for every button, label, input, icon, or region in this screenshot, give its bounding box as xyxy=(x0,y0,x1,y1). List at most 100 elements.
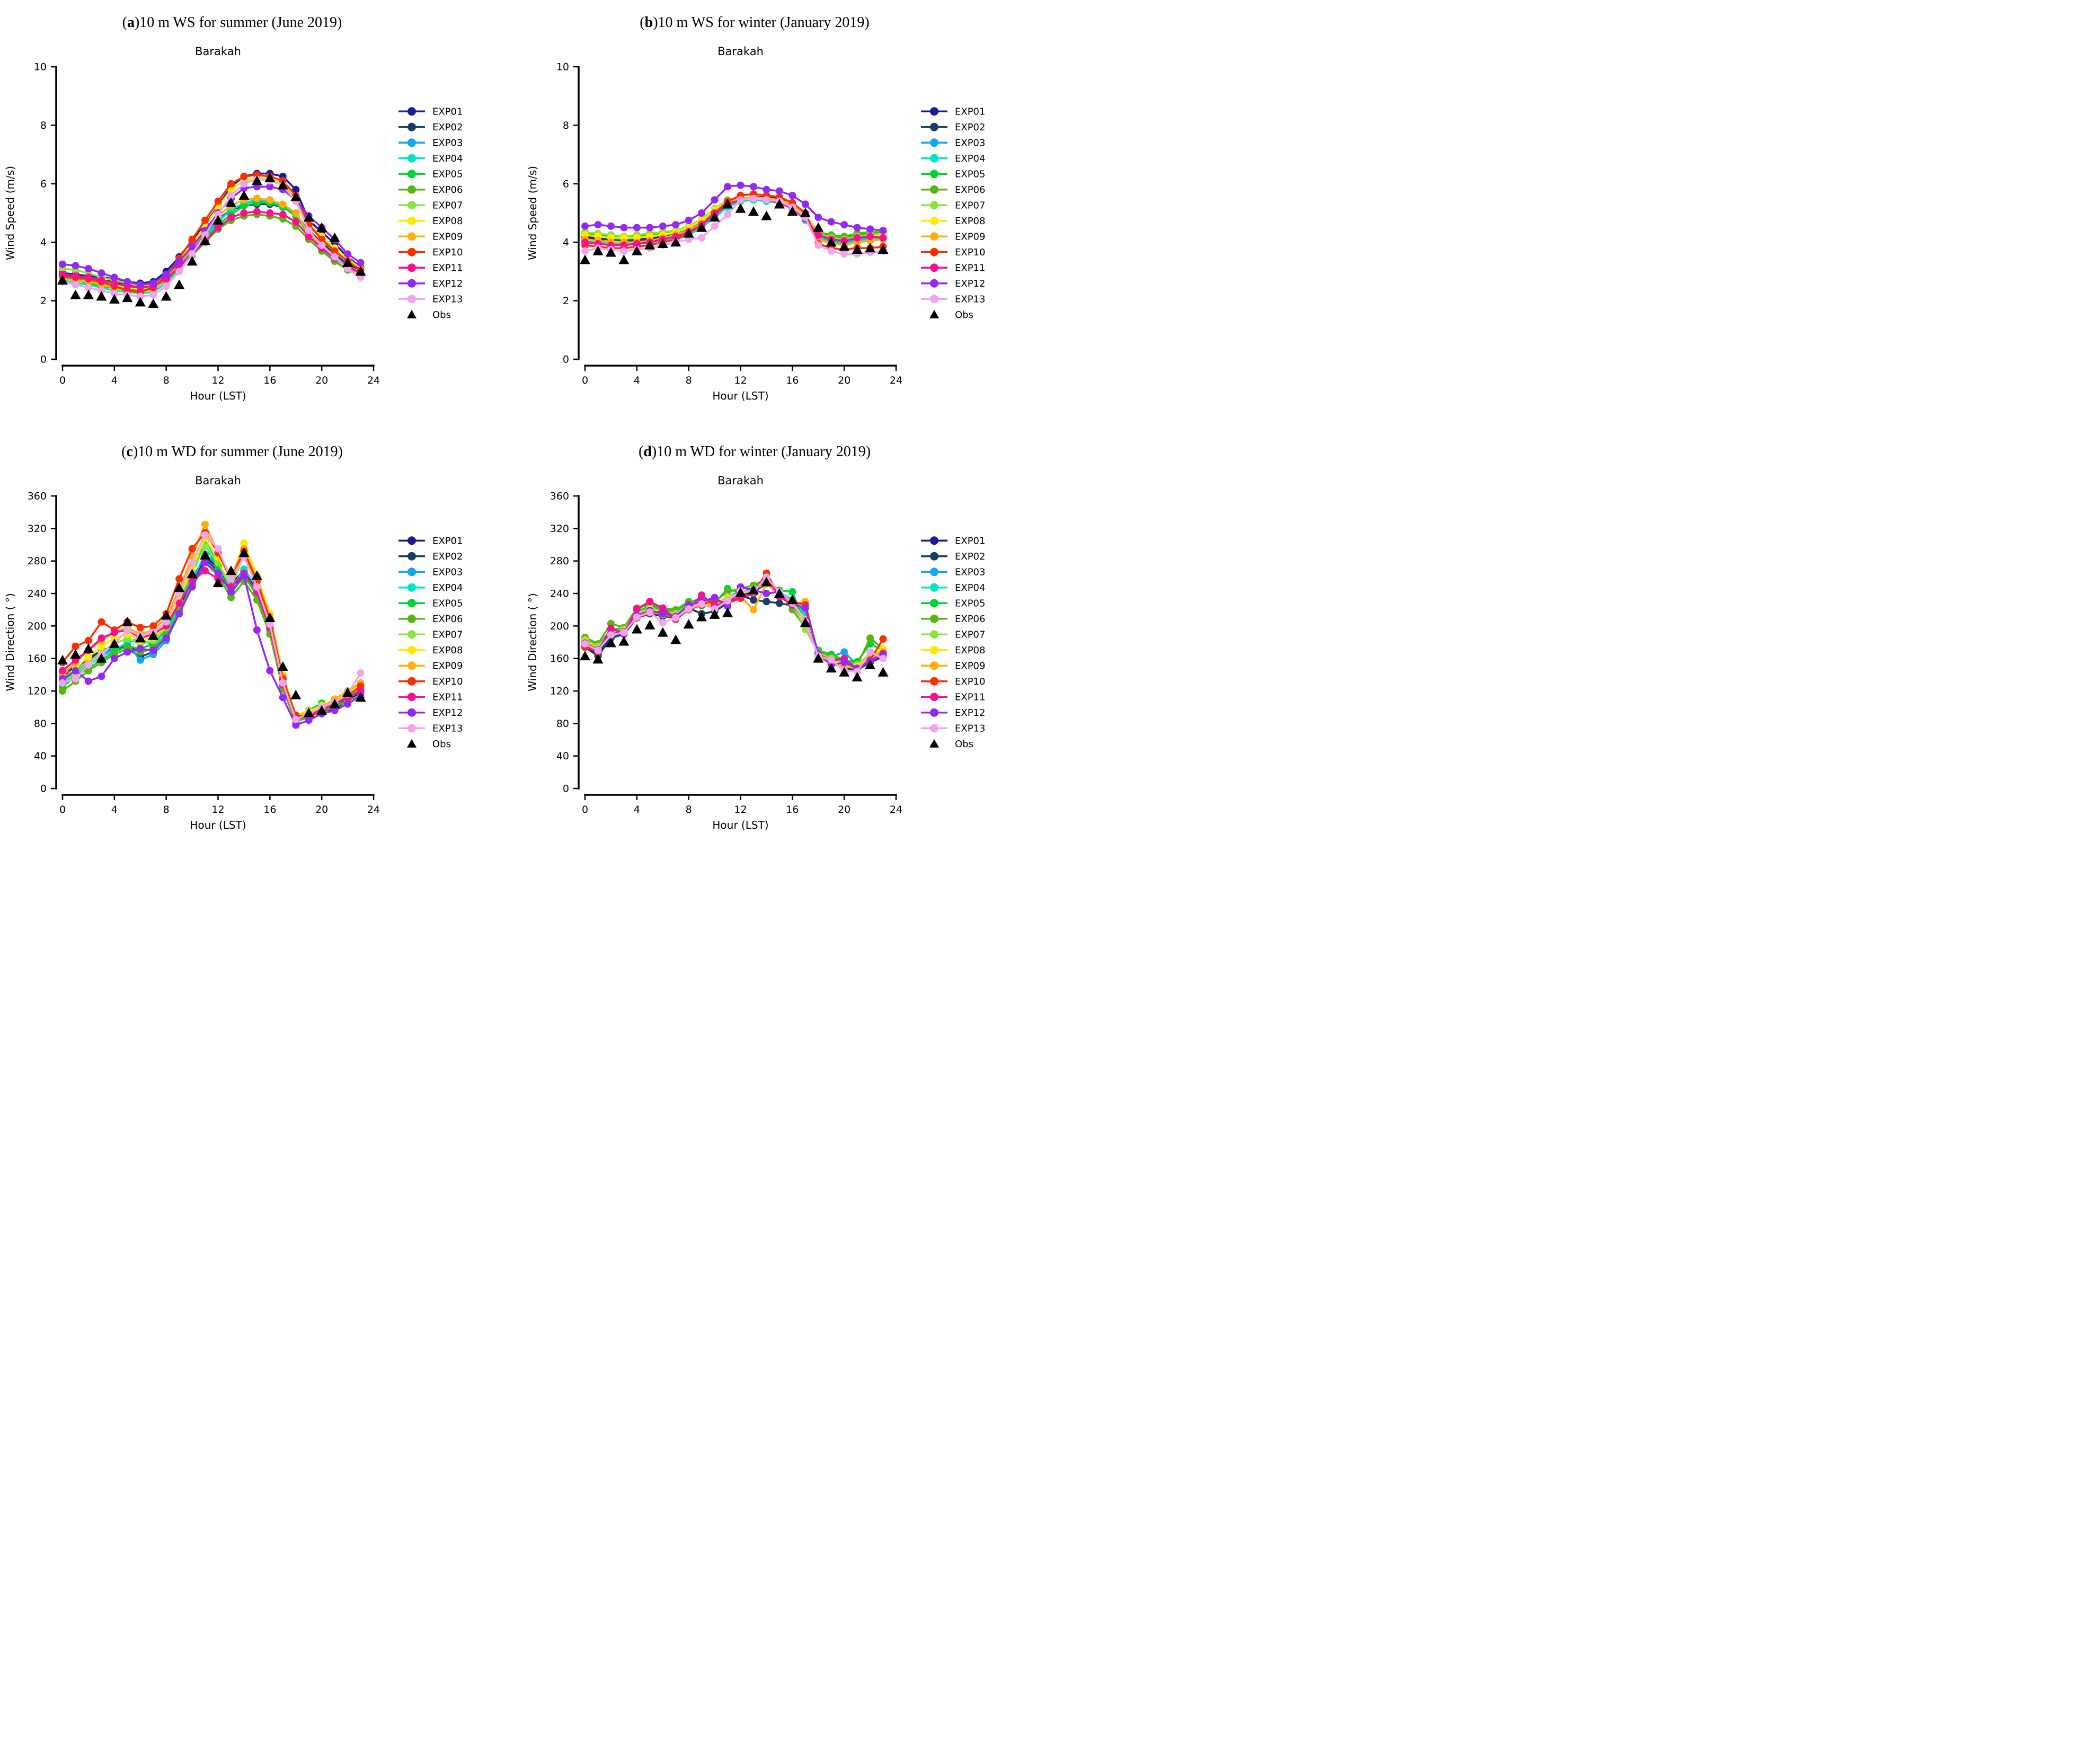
legend-marker xyxy=(930,677,938,686)
obs-triangle-marker xyxy=(670,237,681,247)
panel-d-chart: Barakah 0 40 80 120 160 200 240 280 320 360 0 4 8 12 16… xyxy=(526,474,985,831)
series-EXP11-marker xyxy=(84,273,92,281)
x-tick-label: 16 xyxy=(263,375,276,386)
caption-title: 10 m WS for summer (June 2019) xyxy=(139,14,342,31)
legend-label: EXP01 xyxy=(955,106,985,117)
obs-triangle-marker xyxy=(787,595,798,605)
y-tick-label: 160 xyxy=(550,653,569,664)
series-EXP08-marker xyxy=(240,539,248,547)
legend-marker xyxy=(930,693,938,702)
legend-marker xyxy=(407,568,416,577)
series-EXP10-marker xyxy=(331,247,339,255)
series-EXP09-marker xyxy=(253,194,261,202)
obs-triangle-marker xyxy=(852,671,863,681)
legend-item-EXP03: EXP03 xyxy=(398,137,463,148)
obs-triangle-marker xyxy=(329,698,340,708)
obs-triangle-marker xyxy=(839,241,850,251)
y-tick-label: 8 xyxy=(563,120,569,131)
series-EXP07-line xyxy=(61,545,361,720)
series-EXP12-marker xyxy=(344,250,352,258)
obs-triangle-marker xyxy=(735,587,746,597)
legend-marker xyxy=(930,279,938,288)
obs-triangle-marker xyxy=(187,569,198,579)
obs-triangle-marker xyxy=(355,266,366,276)
legend-item-EXP11: EXP11 xyxy=(921,692,985,703)
series-EXP10-marker xyxy=(214,197,222,205)
legend-item-EXP11: EXP11 xyxy=(398,692,463,703)
obs-triangle-marker xyxy=(774,588,785,598)
series-Obs xyxy=(57,172,366,308)
legend-marker xyxy=(930,661,938,670)
legend-label: EXP08 xyxy=(955,216,985,227)
obs-triangle-marker xyxy=(161,291,172,301)
series-EXP12-line xyxy=(62,561,361,726)
legend-marker xyxy=(930,708,938,717)
series-EXP11-marker xyxy=(98,277,105,284)
series-EXP12-marker xyxy=(853,224,861,232)
obs-triangle-marker xyxy=(644,240,655,250)
x-tick-label: 12 xyxy=(734,804,747,815)
legend-marker xyxy=(407,122,416,131)
y-tick-label: 10 xyxy=(34,61,47,73)
series-EXP12-marker xyxy=(801,604,809,612)
series-EXP12-marker xyxy=(357,259,365,267)
obs-triangle-marker xyxy=(225,197,236,207)
caption-letter: a xyxy=(127,14,135,31)
y-tick-label: 6 xyxy=(563,178,569,190)
legend-item-EXP06: EXP06 xyxy=(921,184,985,196)
obs-triangle-marker xyxy=(200,235,211,245)
series-EXP12-marker xyxy=(253,626,261,634)
series-EXP02-marker xyxy=(763,598,770,606)
legend-label: EXP01 xyxy=(955,535,985,546)
series-EXP13-marker xyxy=(840,250,848,258)
series-EXP02-marker xyxy=(775,599,783,607)
legend-label: EXP11 xyxy=(955,262,985,273)
legend-label: EXP07 xyxy=(432,629,463,640)
series-EXP13-marker xyxy=(318,241,326,249)
panel-c-chart: Barakah 0 40 80 120 160 200 240 280 320 360 0 4 8 12 16… xyxy=(4,474,463,831)
obs-triangle-marker xyxy=(109,639,120,649)
obs-triangle-marker xyxy=(631,624,642,634)
legend-label: EXP12 xyxy=(432,278,463,289)
y-tick-label: 200 xyxy=(28,620,47,632)
y-tick-label: 80 xyxy=(34,718,47,730)
series-EXP12-marker xyxy=(123,278,131,286)
legend-item-EXP04: EXP04 xyxy=(398,582,463,593)
legend-item-EXP05: EXP05 xyxy=(398,598,463,609)
obs-triangle-marker xyxy=(264,172,276,182)
panel-d-chart-host: Barakah 0 40 80 120 160 200 240 280 320 360 0 4 8 12 16… xyxy=(522,471,1045,841)
legend-label: EXP12 xyxy=(432,707,463,719)
legend-item-EXP02: EXP02 xyxy=(398,551,463,562)
series-Obs xyxy=(580,577,889,681)
obs-triangle-marker xyxy=(96,291,107,301)
series-EXP12-marker xyxy=(724,183,731,191)
x-tick-label: 4 xyxy=(111,804,118,815)
obs-triangle-marker xyxy=(748,206,759,216)
legend-obs-triangle xyxy=(407,739,417,748)
x-tick-label: 4 xyxy=(634,804,640,815)
legend-marker xyxy=(407,107,416,116)
series-EXP12-marker xyxy=(659,222,667,230)
series-EXP13-marker xyxy=(214,210,222,218)
legend-label: Obs xyxy=(432,739,451,750)
y-tick-label: 240 xyxy=(550,588,569,600)
legend-marker xyxy=(930,247,938,256)
panel-c-caption: (c) 10 m WD for summer (June 2019) xyxy=(0,433,522,471)
obs-triangle-marker xyxy=(122,616,133,626)
legend-label: EXP05 xyxy=(432,598,463,609)
y-tick-label: 0 xyxy=(40,354,47,366)
panel-b-chart-host: Barakah 0 2 4 6 8 10 0 4 8 12 16 20 24 Wind Speed (m/s… xyxy=(522,41,1045,412)
y-tick-label: 4 xyxy=(563,237,569,249)
y-axis-label: Wind Speed (m/s) xyxy=(4,166,16,260)
y-tick-label: 280 xyxy=(550,555,569,567)
series-EXP12-marker xyxy=(162,634,170,642)
series-EXP11-marker xyxy=(633,240,641,247)
y-tick-label: 10 xyxy=(556,61,569,73)
legend-label: EXP07 xyxy=(432,200,463,211)
obs-triangle-marker xyxy=(605,637,616,648)
series-EXP12-marker xyxy=(162,270,170,278)
series-EXP11-marker xyxy=(214,224,222,232)
caption-paren-close: ) xyxy=(651,444,657,460)
series-EXP11-marker xyxy=(266,209,274,217)
series-EXP12-marker xyxy=(72,667,79,675)
